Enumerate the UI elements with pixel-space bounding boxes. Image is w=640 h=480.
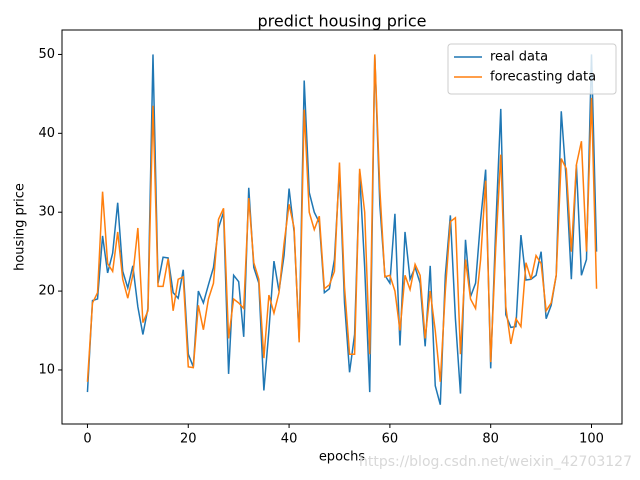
- x-axis-label: epochs: [319, 450, 366, 465]
- legend-label: real data: [490, 50, 548, 65]
- x-tick-label: 0: [83, 432, 91, 447]
- legend-box: [447, 43, 617, 95]
- x-tick-label: 80: [482, 432, 499, 447]
- data-line: [86, 54, 598, 382]
- y-tick-label: 20: [38, 284, 55, 299]
- legend: real data forecasting data: [447, 43, 617, 95]
- y-tick-label: 10: [38, 362, 55, 377]
- x-tick-label: 20: [180, 432, 197, 447]
- watermark: https://blog.csdn.net/weixin_42703127: [359, 454, 632, 470]
- y-tick-label: 40: [38, 126, 55, 141]
- legend-label: forecasting data: [490, 70, 596, 85]
- x-tick-label: 100: [579, 432, 604, 447]
- chart-title: predict housing price: [257, 12, 426, 31]
- y-tick-label: 50: [38, 47, 55, 62]
- y-tick-label: 30: [38, 205, 55, 220]
- x-tick-label: 60: [382, 432, 399, 447]
- x-tick-label: 40: [281, 432, 298, 447]
- y-axis-label: housing price: [13, 183, 28, 271]
- plot-frame: [61, 29, 623, 425]
